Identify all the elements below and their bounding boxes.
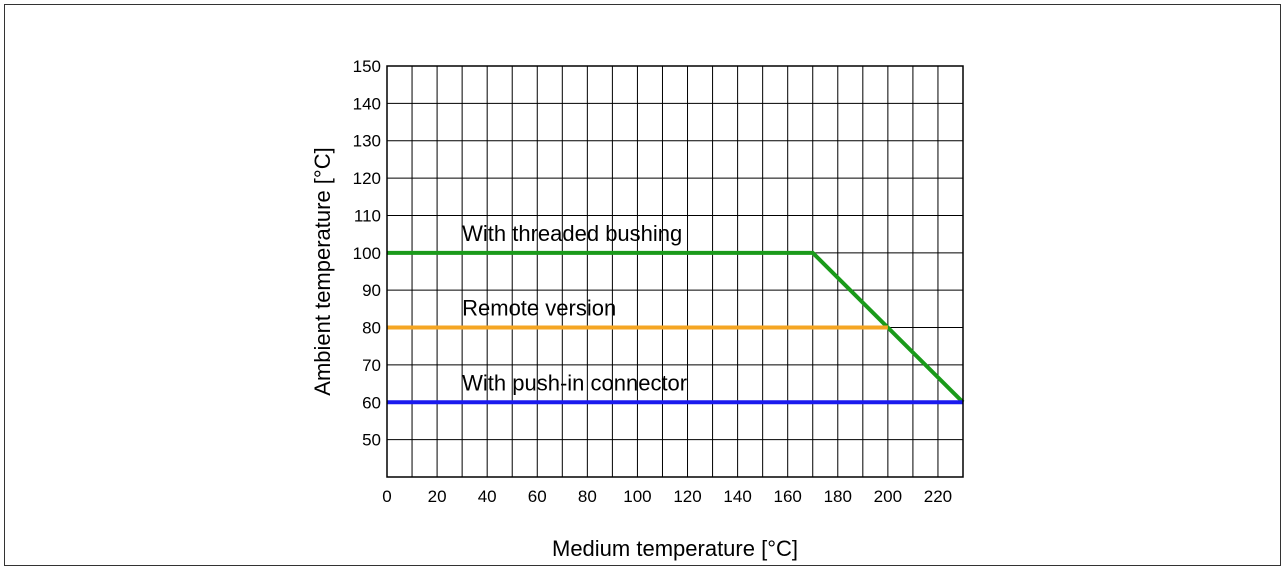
x-tick-label: 180 [824,487,852,506]
x-tick-labels: 0 20 40 60 80 100 120 140 160 180 200 220 [382,487,952,506]
y-tick-label: 110 [354,206,381,225]
y-axis-label: Ambient temperature [°C] [310,147,335,395]
figure-frame [4,4,1281,566]
grid [387,66,963,477]
x-axis-label: Medium temperature [°C] [552,536,798,561]
y-tick-label: 80 [362,319,381,338]
y-tick-labels: 50 60 70 80 90 100 110 120 130 140 150 [353,57,381,450]
series-label: With threaded bushing [462,221,682,246]
x-tick-label: 0 [382,487,391,506]
series-lines [387,250,965,405]
x-tick-label: 160 [774,487,802,506]
series-line [387,250,965,404]
y-tick-label: 60 [362,393,381,412]
y-tick-label: 90 [362,281,381,300]
x-tick-label: 100 [623,487,651,506]
x-tick-label: 120 [673,487,701,506]
y-tick-label: 140 [353,94,381,113]
x-tick-label: 200 [874,487,902,506]
y-tick-label: 120 [353,169,381,188]
y-tick-label: 50 [362,431,381,450]
series-label: With push-in connector [462,370,687,395]
x-tick-label: 80 [578,487,597,506]
x-tick-label: 140 [723,487,751,506]
x-tick-label: 20 [428,487,447,506]
series-labels: With threaded bushing Remote version With … [462,221,687,395]
y-tick-label: 150 [353,57,381,76]
y-tick-label: 130 [353,132,381,151]
x-tick-label: 60 [528,487,547,506]
y-tick-label: 100 [353,244,381,263]
x-tick-label: 220 [924,487,952,506]
plot-border [386,65,964,478]
x-tick-label: 40 [478,487,497,506]
y-tick-label: 70 [362,356,381,375]
series-label: Remote version [462,296,616,321]
